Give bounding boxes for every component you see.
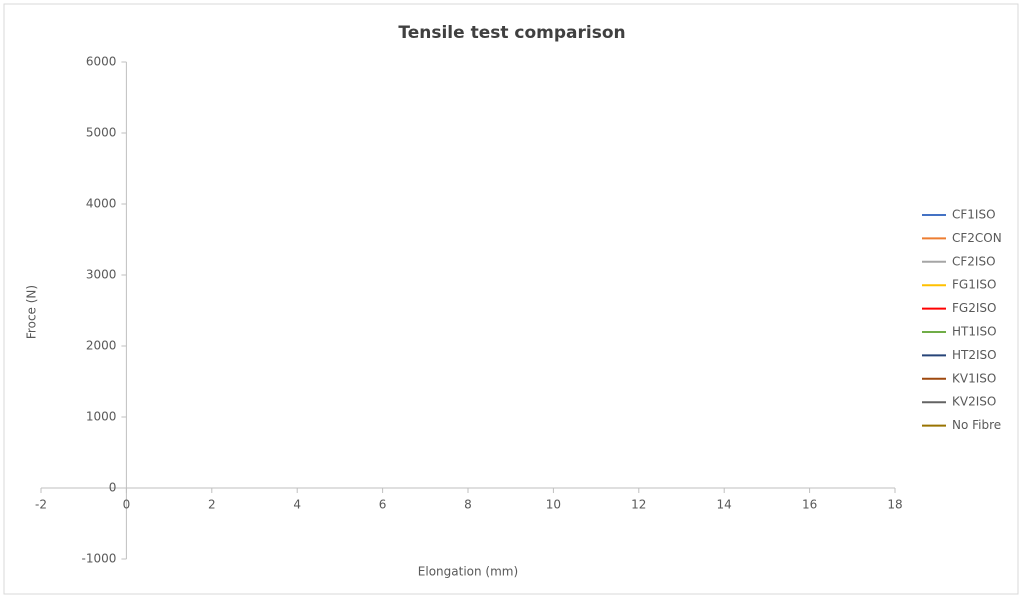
x-axis-label: Elongation (mm) <box>418 565 518 579</box>
legend-label: No Fibre <box>952 418 1001 432</box>
legend-label: HT1ISO <box>952 325 997 339</box>
y-tick-label: 4000 <box>86 197 117 211</box>
legend-label: FG1ISO <box>952 278 996 292</box>
y-tick-label: 0 <box>109 481 117 495</box>
x-tick-label: 14 <box>717 498 732 512</box>
legend-label: KV2ISO <box>952 395 996 409</box>
y-tick-label: 5000 <box>86 126 117 140</box>
x-tick-label: 4 <box>293 498 301 512</box>
chart-border <box>3 3 1019 595</box>
y-tick-label: -1000 <box>82 552 117 566</box>
x-tick-label: 8 <box>464 498 472 512</box>
x-tick-label: 10 <box>546 498 561 512</box>
chart-title: Tensile test comparison <box>398 23 625 43</box>
y-tick-label: 2000 <box>86 339 117 353</box>
x-tick-label: 12 <box>631 498 646 512</box>
x-tick-label: 6 <box>379 498 387 512</box>
x-tick-label: 16 <box>802 498 817 512</box>
legend-label: CF2CON <box>952 231 1002 245</box>
legend-label: HT2ISO <box>952 348 997 362</box>
x-tick-label: 2 <box>208 498 216 512</box>
y-axis-label: Froce (N) <box>25 285 39 339</box>
x-tick-label: 18 <box>887 498 902 512</box>
legend-label: KV1ISO <box>952 371 996 385</box>
legend-label: CF1ISO <box>952 208 996 222</box>
y-tick-label: 6000 <box>86 55 117 69</box>
legend-label: FG2ISO <box>952 301 996 315</box>
x-tick-label: 0 <box>123 498 131 512</box>
y-tick-label: 3000 <box>86 268 117 282</box>
legend-label: CF2ISO <box>952 254 996 268</box>
y-tick-label: 1000 <box>86 410 117 424</box>
x-tick-label: -2 <box>35 498 47 512</box>
